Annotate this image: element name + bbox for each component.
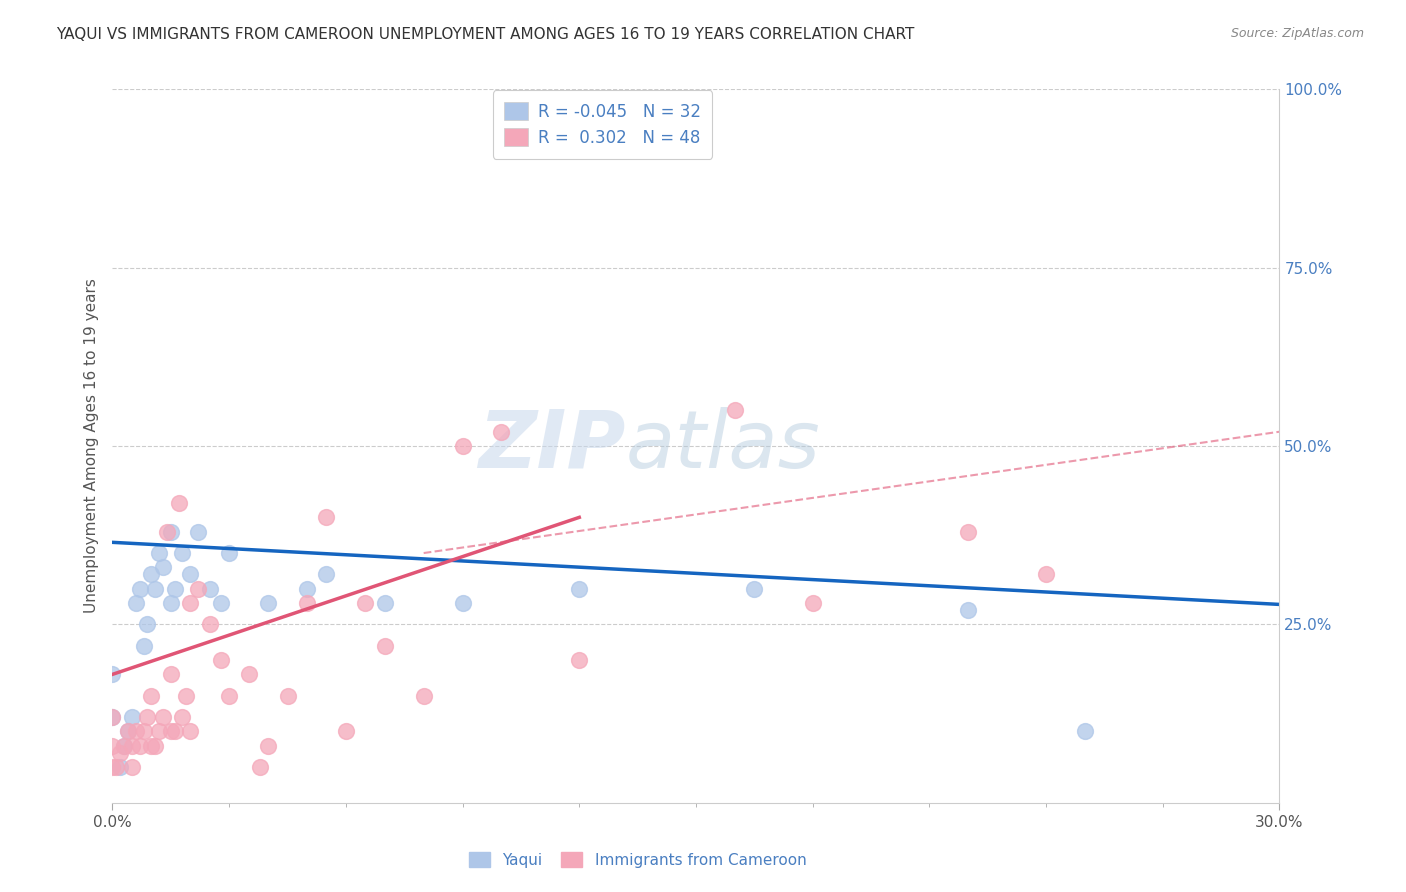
Point <box>374 639 396 653</box>
Point <box>141 689 163 703</box>
Point <box>152 560 174 574</box>
Point <box>354 596 377 610</box>
Point <box>167 496 190 510</box>
Point <box>125 724 148 739</box>
Point <box>209 653 232 667</box>
Point <box>112 739 135 753</box>
Point <box>117 724 139 739</box>
Point <box>1035 567 1057 582</box>
Point <box>143 582 166 596</box>
Point <box>724 403 747 417</box>
Point <box>101 739 124 753</box>
Point <box>451 439 474 453</box>
Point <box>117 724 139 739</box>
Point <box>141 739 163 753</box>
Point <box>249 760 271 774</box>
Point <box>160 596 183 610</box>
Point <box>568 582 591 596</box>
Point <box>101 710 124 724</box>
Point <box>110 760 132 774</box>
Point <box>295 596 318 610</box>
Point <box>141 567 163 582</box>
Y-axis label: Unemployment Among Ages 16 to 19 years: Unemployment Among Ages 16 to 19 years <box>83 278 98 614</box>
Point <box>568 653 591 667</box>
Point <box>101 710 124 724</box>
Point <box>491 425 513 439</box>
Text: Source: ZipAtlas.com: Source: ZipAtlas.com <box>1230 27 1364 40</box>
Point <box>128 739 150 753</box>
Point <box>156 524 179 539</box>
Point <box>742 582 765 596</box>
Point <box>163 724 186 739</box>
Point <box>276 689 298 703</box>
Point <box>238 667 260 681</box>
Point <box>187 582 209 596</box>
Point <box>315 510 337 524</box>
Point <box>128 582 150 596</box>
Point <box>125 596 148 610</box>
Legend: Yaqui, Immigrants from Cameroon: Yaqui, Immigrants from Cameroon <box>463 846 813 873</box>
Point <box>101 667 124 681</box>
Point <box>112 739 135 753</box>
Point <box>110 746 132 760</box>
Point <box>101 760 124 774</box>
Point <box>1074 724 1097 739</box>
Point <box>374 596 396 610</box>
Point <box>136 710 159 724</box>
Point <box>160 667 183 681</box>
Point <box>335 724 357 739</box>
Point <box>121 710 143 724</box>
Point <box>179 567 201 582</box>
Point <box>105 760 128 774</box>
Point <box>257 596 280 610</box>
Point <box>148 546 170 560</box>
Point <box>209 596 232 610</box>
Point <box>163 582 186 596</box>
Point <box>801 596 824 610</box>
Point <box>187 524 209 539</box>
Point <box>136 617 159 632</box>
Text: ZIP: ZIP <box>478 407 626 485</box>
Point <box>257 739 280 753</box>
Point <box>315 567 337 582</box>
Point <box>121 760 143 774</box>
Point <box>152 710 174 724</box>
Point <box>121 739 143 753</box>
Point <box>179 724 201 739</box>
Point <box>179 596 201 610</box>
Point <box>218 689 240 703</box>
Point <box>160 524 183 539</box>
Point <box>957 603 980 617</box>
Point <box>143 739 166 753</box>
Point <box>198 582 221 596</box>
Point <box>176 689 198 703</box>
Text: atlas: atlas <box>626 407 821 485</box>
Point <box>148 724 170 739</box>
Point <box>160 724 183 739</box>
Text: YAQUI VS IMMIGRANTS FROM CAMEROON UNEMPLOYMENT AMONG AGES 16 TO 19 YEARS CORRELA: YAQUI VS IMMIGRANTS FROM CAMEROON UNEMPL… <box>56 27 915 42</box>
Point <box>172 710 194 724</box>
Point <box>451 596 474 610</box>
Point <box>132 724 155 739</box>
Point <box>295 582 318 596</box>
Point <box>132 639 155 653</box>
Point <box>218 546 240 560</box>
Point <box>198 617 221 632</box>
Point <box>172 546 194 560</box>
Point <box>412 689 434 703</box>
Point <box>957 524 980 539</box>
